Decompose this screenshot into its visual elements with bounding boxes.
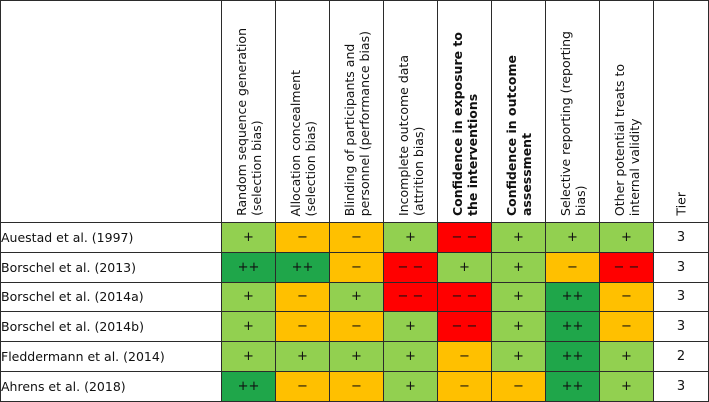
table-row: Ahrens et al. (2018) ++ − − + − − ++ +3 — [0, 370, 709, 402]
rating-cell-random-sequence: + — [221, 222, 276, 253]
study-name: Borschel et al. (2013) — [0, 251, 222, 283]
rating-cell-selective: ++ — [545, 341, 600, 372]
rating-cell-blinding: + — [329, 281, 384, 313]
rating-cell-confidence-outcome: + — [491, 222, 546, 253]
rating-cell-other: + — [599, 222, 654, 253]
rating-cell-random-sequence: + — [221, 281, 276, 313]
column-header-other: Other potential treats to internal valid… — [599, 0, 654, 223]
rating-cell-random-sequence: + — [221, 311, 276, 343]
rating-cell-incomplete: + — [383, 311, 438, 343]
study-name: Ahrens et al. (2018) — [0, 370, 222, 402]
table-row: Borschel et al. (2013) ++ ++ − − − + + − − −3 — [0, 251, 709, 283]
rating-cell-selective: − — [545, 251, 600, 283]
rating-cell-confidence-exposure: − − — [437, 222, 492, 253]
column-header-incomplete: Incomplete outcome data (attrition bias) — [383, 0, 438, 223]
table-row: Fleddermann et al. (2014) + + + + − + ++ +2 — [0, 341, 709, 372]
rating-cell-blinding: − — [329, 311, 384, 343]
column-header-blinding: Blinding of participants and personnel (… — [329, 0, 384, 223]
rating-cell-allocation: − — [275, 370, 330, 402]
table-row: Auestad et al. (1997) + − − + − − + + +3 — [0, 222, 709, 253]
header-corner-cell — [0, 0, 222, 223]
header-row: Random sequence generation (selection bi… — [0, 0, 709, 223]
rating-cell-confidence-outcome: + — [491, 311, 546, 343]
rating-cell-allocation: ++ — [275, 251, 330, 283]
rating-cell-allocation: + — [275, 341, 330, 372]
study-name: Borschel et al. (2014b) — [0, 311, 222, 343]
rating-cell-incomplete: − − — [383, 251, 438, 283]
rating-cell-random-sequence: ++ — [221, 370, 276, 402]
column-header-confidence-exposure: Confidence in exposure to the interventi… — [437, 0, 492, 223]
rating-cell-incomplete: − − — [383, 281, 438, 313]
tier-cell: 2 — [653, 341, 709, 372]
rating-cell-other: − — [599, 281, 654, 313]
column-header-confidence-outcome: Confidence in outcome assessment — [491, 0, 546, 223]
study-name: Borschel et al. (2014a) — [0, 281, 222, 313]
rating-cell-selective: + — [545, 222, 600, 253]
rating-cell-other: − — [599, 311, 654, 343]
rating-cell-confidence-outcome: + — [491, 251, 546, 283]
rating-cell-blinding: − — [329, 370, 384, 402]
tier-cell: 3 — [653, 251, 709, 283]
study-name: Fleddermann et al. (2014) — [0, 341, 222, 372]
rating-cell-selective: ++ — [545, 281, 600, 313]
rating-cell-confidence-outcome: − — [491, 370, 546, 402]
rating-cell-other: − − — [599, 251, 654, 283]
tier-cell: 3 — [653, 222, 709, 253]
rating-cell-random-sequence: ++ — [221, 251, 276, 283]
rating-cell-incomplete: + — [383, 341, 438, 372]
column-header-selective: Selective reporting (reporting bias) — [545, 0, 600, 223]
rating-cell-blinding: + — [329, 341, 384, 372]
column-header-tier: Tier — [653, 0, 709, 223]
tier-cell: 3 — [653, 281, 709, 313]
rating-cell-allocation: − — [275, 281, 330, 313]
rating-cell-confidence-exposure: + — [437, 251, 492, 283]
rating-cell-confidence-outcome: + — [491, 341, 546, 372]
rating-cell-other: + — [599, 370, 654, 402]
rating-cell-blinding: − — [329, 251, 384, 283]
rating-cell-other: + — [599, 341, 654, 372]
table-row: Borschel et al. (2014b) + − − + − − + ++ −3 — [0, 311, 709, 343]
column-header-random-sequence: Random sequence generation (selection bi… — [221, 0, 276, 223]
rating-cell-incomplete: + — [383, 222, 438, 253]
rating-cell-allocation: − — [275, 222, 330, 253]
table-row: Borschel et al. (2014a) + − + − − − − + ++ −3 — [0, 281, 709, 313]
rating-cell-blinding: − — [329, 222, 384, 253]
study-name: Auestad et al. (1997) — [0, 222, 222, 253]
column-header-allocation: Allocation concealment (selection bias) — [275, 0, 330, 223]
rating-cell-incomplete: + — [383, 370, 438, 402]
rating-cell-confidence-exposure: − − — [437, 311, 492, 343]
rating-cell-confidence-exposure: − − — [437, 281, 492, 313]
rating-cell-confidence-outcome: + — [491, 281, 546, 313]
rating-cell-confidence-exposure: − — [437, 370, 492, 402]
rating-cell-confidence-exposure: − — [437, 341, 492, 372]
tier-cell: 3 — [653, 370, 709, 402]
rating-cell-selective: ++ — [545, 370, 600, 402]
rating-cell-allocation: − — [275, 311, 330, 343]
tier-cell: 3 — [653, 311, 709, 343]
rating-cell-random-sequence: + — [221, 341, 276, 372]
rating-cell-selective: ++ — [545, 311, 600, 343]
